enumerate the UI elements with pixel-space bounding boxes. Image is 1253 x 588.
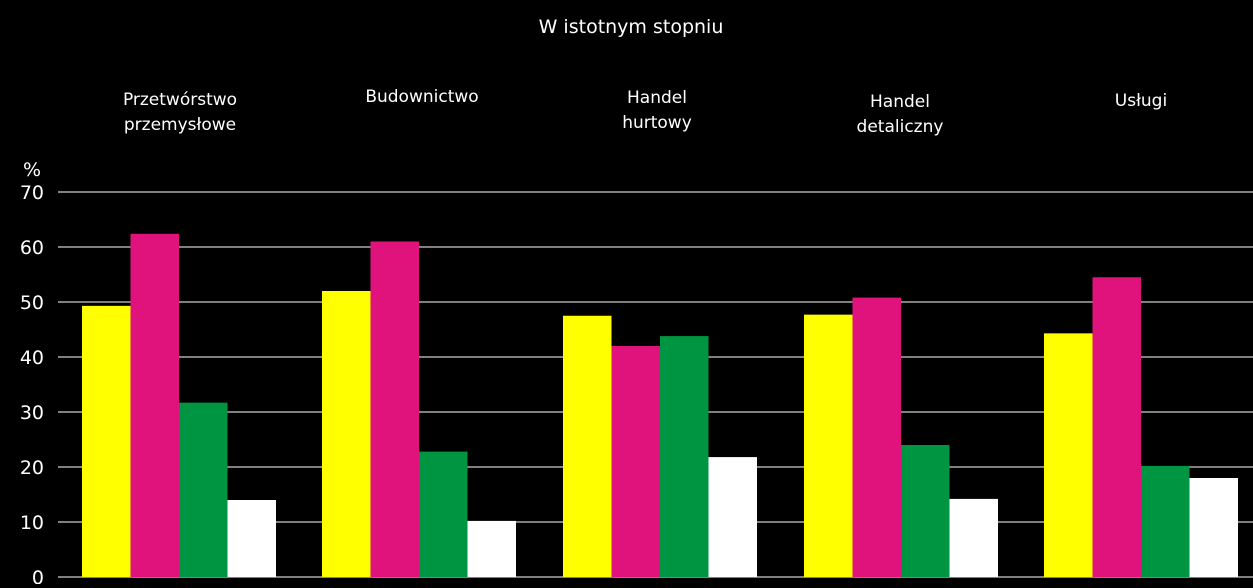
bar — [1044, 333, 1093, 577]
bar — [1189, 478, 1238, 577]
bar — [419, 451, 468, 577]
bar — [370, 241, 419, 577]
category-label: Budownictwo — [365, 87, 478, 107]
bar — [852, 297, 901, 577]
bar — [1141, 465, 1190, 577]
bar — [227, 500, 276, 577]
category-label: detaliczny — [857, 117, 944, 137]
bar — [660, 336, 709, 577]
bar — [901, 445, 950, 577]
bar — [708, 457, 757, 577]
y-tick-label: 20 — [20, 457, 44, 479]
category-label: hurtowy — [622, 113, 692, 133]
y-tick-label: 40 — [20, 347, 44, 369]
y-axis-unit-label: % — [23, 159, 41, 181]
bar — [1092, 277, 1141, 577]
y-axis-ticks: 0 10 20 30 40 50 60 70 — [20, 182, 44, 588]
bar — [130, 233, 179, 578]
chart-title: W istotnym stopniu — [539, 16, 724, 38]
bar — [322, 291, 371, 577]
y-tick-label: 30 — [20, 402, 44, 424]
bar — [82, 305, 131, 577]
category-labels: Przetwórstwo przemysłowe Budownictwo Handel… — [123, 87, 1167, 137]
bar — [804, 314, 853, 577]
bar — [611, 346, 660, 577]
bar — [563, 315, 612, 577]
y-tick-label: 0 — [32, 567, 44, 584]
category-label: przemysłowe — [124, 115, 236, 135]
category-label: Handel — [870, 92, 930, 112]
y-tick-label: 50 — [20, 292, 44, 314]
y-tick-label: 60 — [20, 237, 44, 259]
category-label: Przetwórstwo — [123, 90, 237, 110]
category-label: Handel — [627, 88, 687, 108]
bars — [82, 233, 1238, 578]
bar — [467, 520, 516, 577]
bar — [179, 402, 228, 577]
y-tick-label: 10 — [20, 512, 44, 534]
category-label: Usługi — [1115, 91, 1167, 111]
bar — [949, 498, 998, 577]
y-tick-label: 70 — [20, 182, 44, 204]
